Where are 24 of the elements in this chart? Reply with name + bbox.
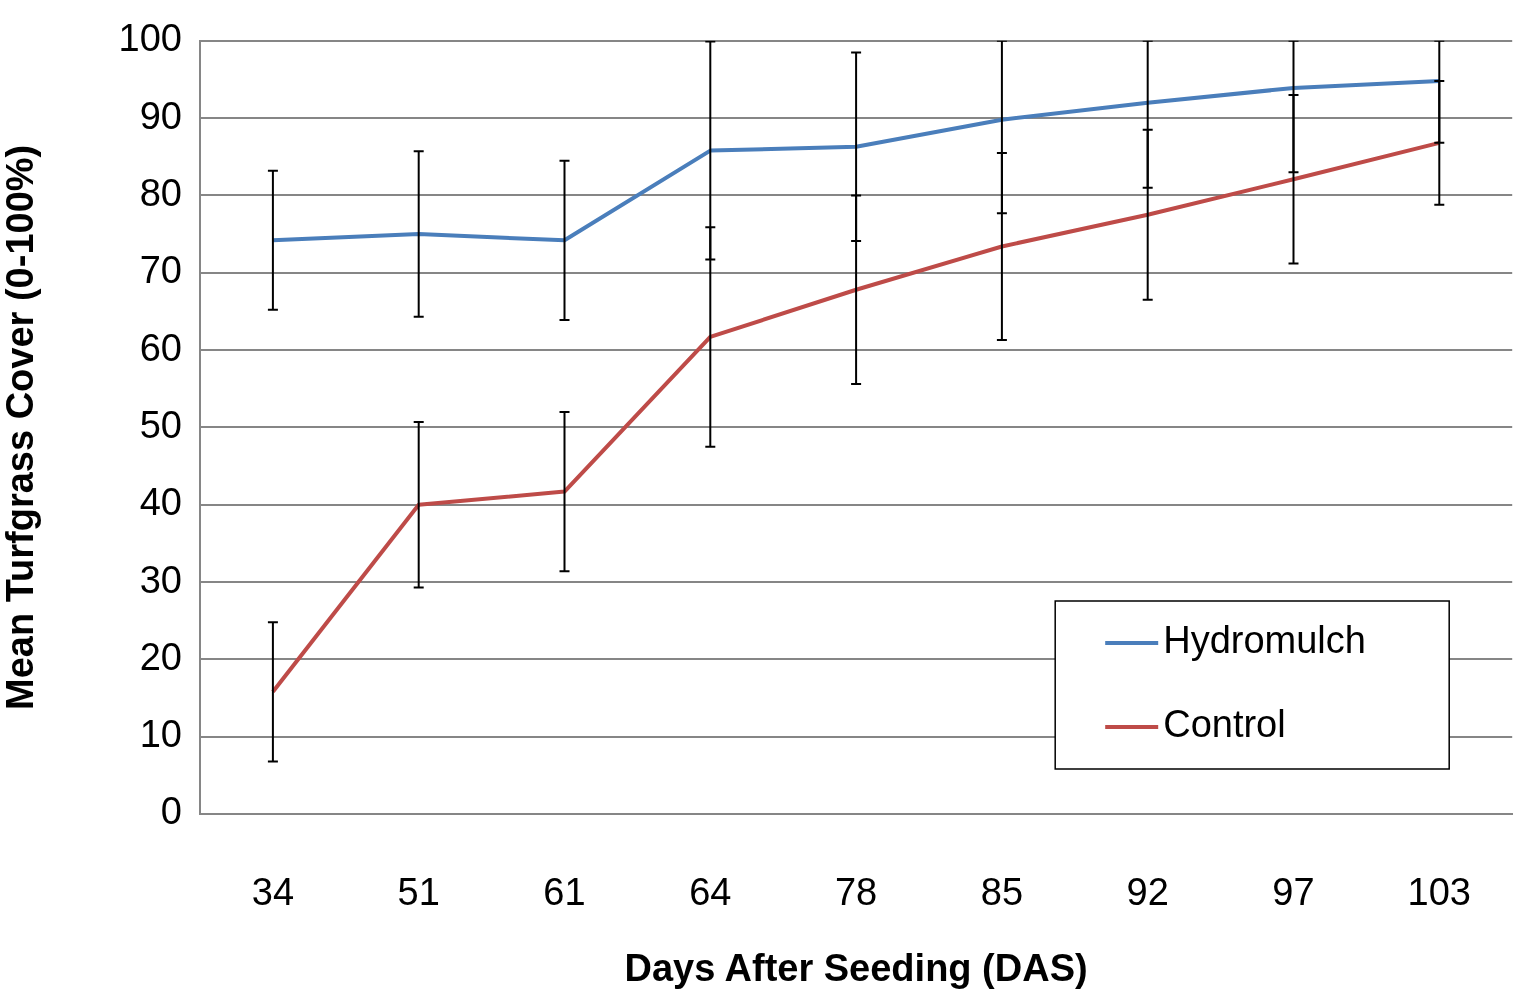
x-tick-label: 34 — [251, 871, 295, 914]
y-tick-label: 80 — [139, 171, 182, 214]
x-tick-label: 85 — [980, 871, 1024, 914]
y-tick-label: 10 — [139, 713, 182, 756]
y-tick-label: 70 — [139, 249, 182, 292]
y-tick-label: 20 — [139, 635, 182, 678]
y-tick-label: 100 — [118, 17, 182, 60]
x-tick-label: 103 — [1407, 871, 1471, 914]
x-tick-label: 78 — [834, 871, 878, 914]
y-axis-title: Mean Turfgrass Cover (0-100%) — [0, 144, 42, 711]
y-tick-label: 60 — [139, 326, 182, 369]
x-tick-label: 92 — [1126, 871, 1169, 914]
x-tick-label: 61 — [543, 871, 586, 914]
y-tick-label: 0 — [160, 790, 182, 833]
x-tick-label: 51 — [397, 871, 440, 914]
y-tick-label: 40 — [139, 481, 182, 524]
legend-label: Control — [1163, 703, 1286, 746]
legend-label: Hydromulch — [1163, 619, 1366, 662]
x-tick-label: 64 — [689, 871, 732, 914]
y-tick-label: 30 — [139, 558, 182, 601]
x-tick-label: 97 — [1272, 871, 1315, 914]
x-axis-title: Days After Seeding (DAS) — [624, 946, 1088, 989]
y-tick-label: 50 — [139, 403, 182, 446]
y-tick-label: 90 — [139, 94, 182, 137]
